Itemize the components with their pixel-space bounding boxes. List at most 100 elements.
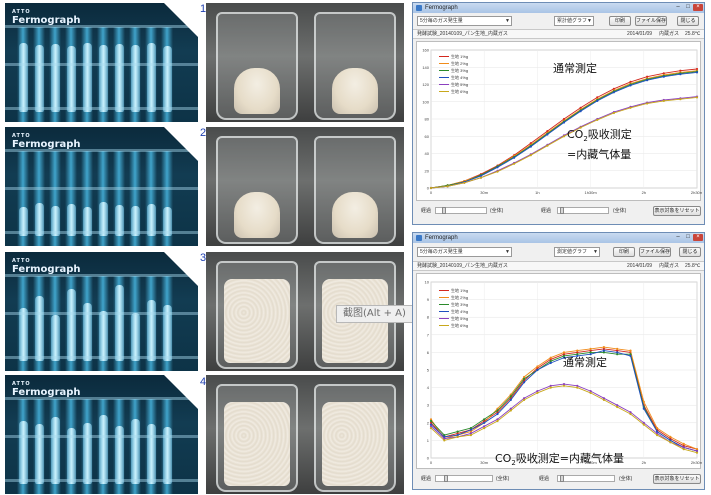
- series-point: [429, 421, 433, 424]
- window-titlebar: Fermograph – □ ×: [413, 3, 704, 13]
- legend-swatch: [439, 63, 449, 65]
- gas-tube: [67, 204, 76, 236]
- series-point: [602, 397, 605, 400]
- maximize-icon[interactable]: □: [686, 234, 690, 240]
- elapsed-unit-left: (全体): [496, 476, 510, 482]
- slider-thumb[interactable]: [444, 475, 448, 482]
- co2-text: CO: [567, 128, 584, 141]
- series-point: [629, 106, 632, 109]
- chart-area: 10 9 8 7 6 5 4 3 2 1 0 0 30m 1h 1h30m 2h 2h30m 通常測定 CO2吸…: [416, 273, 702, 469]
- legend-entry: 生地 4%g: [439, 75, 468, 81]
- series-point: [695, 451, 699, 454]
- series-point: [576, 354, 579, 357]
- series-point: [642, 400, 645, 403]
- close-button[interactable]: 閉じる: [677, 16, 699, 26]
- info-bar: 発酵試験_20140109_パン生地_内蔵ガス 2014/01/09 内蔵ガス …: [413, 261, 704, 271]
- minimize-icon[interactable]: –: [676, 234, 680, 240]
- gas-tube: [83, 42, 92, 112]
- measurement-select-value: 5分毎のガス発生量: [420, 249, 463, 255]
- print-button[interactable]: 印刷: [609, 16, 631, 26]
- save-file-button[interactable]: ファイル保存: [635, 16, 667, 26]
- series-point: [679, 98, 682, 101]
- panel-notch: [164, 127, 198, 161]
- series-point: [549, 360, 552, 363]
- screenshot-tooltip: 截图(Alt + A): [336, 305, 418, 323]
- gas-tube: [67, 428, 76, 484]
- brand-large: Fermograph: [12, 387, 81, 398]
- gas-tube: [131, 44, 140, 112]
- series-point: [579, 126, 582, 129]
- co2-text: CO: [495, 452, 512, 465]
- maximize-icon[interactable]: □: [686, 4, 690, 10]
- graph-type-select-value: 累計値グラフ: [557, 18, 588, 24]
- info-temperature: 25.8℃: [685, 263, 701, 269]
- series-point: [596, 118, 599, 121]
- time-slider-left[interactable]: [435, 207, 487, 214]
- x-tick-label: 1h30m: [584, 460, 597, 465]
- elapsed-label-left: 経過: [421, 476, 432, 482]
- legend-entry: 生地 2%g: [439, 295, 468, 301]
- close-icon[interactable]: ×: [693, 4, 703, 11]
- brand-logo: ATTO Fermograph: [12, 381, 81, 398]
- graph-type-select[interactable]: 累計値グラフ ▼: [554, 16, 594, 26]
- legend-label: 生地 5%g: [451, 316, 469, 321]
- series-point: [596, 96, 599, 99]
- time-slider-right[interactable]: [557, 207, 609, 214]
- time-slider-right[interactable]: [557, 475, 615, 482]
- minimize-icon[interactable]: –: [676, 4, 680, 10]
- series-point: [602, 347, 605, 350]
- save-file-button[interactable]: ファイル保存: [639, 247, 671, 257]
- series-point: [446, 185, 449, 188]
- series-point: [523, 398, 526, 401]
- panel-notch: [164, 375, 198, 409]
- co2-rest: 吸收测定: [587, 128, 632, 141]
- glass-jar: [314, 384, 396, 492]
- rack-rail: [5, 231, 198, 234]
- series-point: [562, 383, 566, 386]
- close-icon[interactable]: ×: [693, 234, 703, 241]
- x-tick-label: 0: [430, 190, 433, 195]
- series-point: [629, 354, 632, 357]
- slider-thumb[interactable]: [442, 207, 446, 214]
- time-slider-left[interactable]: [435, 475, 493, 482]
- y-tick-label: 140: [422, 65, 429, 70]
- gas-tube: [67, 289, 76, 361]
- measurement-select[interactable]: 5分毎のガス発生量 ▼: [417, 16, 512, 26]
- graph-type-select[interactable]: 測定値グラフ ▼: [554, 247, 600, 257]
- series-point: [695, 96, 699, 99]
- series-point: [656, 432, 659, 435]
- series-point: [642, 421, 645, 424]
- dough: [332, 192, 378, 238]
- series-point: [562, 356, 566, 359]
- legend-swatch: [439, 311, 449, 313]
- series-point: [656, 430, 659, 433]
- glass-jar: [314, 12, 396, 120]
- legend-swatch: [439, 325, 449, 327]
- legend-label: 生地 2%g: [451, 295, 469, 300]
- series-point: [469, 427, 472, 430]
- dough: [224, 402, 290, 486]
- brand-logo: ATTO Fermograph: [12, 133, 81, 150]
- reset-display-button[interactable]: 表示対象をリセット: [653, 474, 701, 484]
- measurement-select[interactable]: 5分毎のガス発生量 ▼: [417, 247, 512, 257]
- legend-label: 生地 4%g: [451, 75, 469, 80]
- gas-tube: [131, 206, 140, 236]
- series-point: [579, 110, 582, 113]
- slider-thumb[interactable]: [560, 475, 564, 482]
- legend-swatch: [439, 56, 449, 58]
- x-tick-label: 30m: [480, 460, 488, 465]
- dough: [234, 68, 280, 114]
- info-file-name: 発酵試験_20140109_パン生地_内蔵ガス: [417, 31, 508, 37]
- brand-small: ATTO: [12, 381, 31, 387]
- print-button[interactable]: 印刷: [613, 247, 635, 257]
- glass-jar: [314, 136, 396, 244]
- slider-thumb[interactable]: [560, 207, 564, 214]
- reset-display-button[interactable]: 表示対象をリセット: [653, 206, 701, 216]
- dough: [322, 402, 388, 486]
- series-point: [562, 121, 566, 124]
- close-button[interactable]: 閉じる: [679, 247, 701, 257]
- series-point: [589, 351, 592, 354]
- gas-tube: [115, 426, 124, 484]
- series-point: [562, 354, 566, 357]
- series-point: [562, 117, 566, 121]
